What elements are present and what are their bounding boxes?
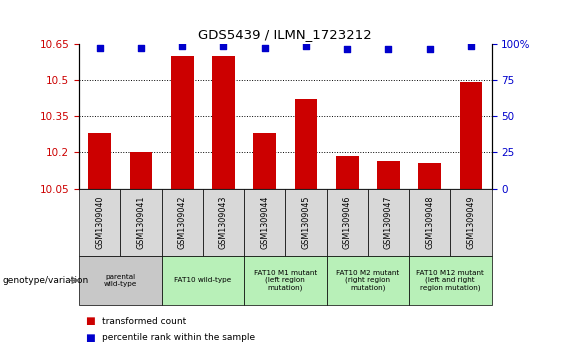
Point bbox=[260, 45, 270, 51]
Text: percentile rank within the sample: percentile rank within the sample bbox=[102, 333, 255, 342]
Text: GSM1309043: GSM1309043 bbox=[219, 196, 228, 249]
Bar bbox=[377, 161, 400, 189]
Text: GSM1309046: GSM1309046 bbox=[343, 196, 351, 249]
Text: genotype/variation: genotype/variation bbox=[3, 276, 89, 285]
Text: GSM1309044: GSM1309044 bbox=[260, 196, 269, 249]
Text: GSM1309045: GSM1309045 bbox=[302, 196, 310, 249]
Point bbox=[467, 44, 476, 49]
Title: GDS5439 / ILMN_1723212: GDS5439 / ILMN_1723212 bbox=[198, 28, 372, 41]
Text: FAT10 M12 mutant
(left and right
region mutation): FAT10 M12 mutant (left and right region … bbox=[416, 270, 484, 291]
Point bbox=[425, 46, 434, 52]
Point bbox=[342, 46, 351, 52]
Text: ■: ■ bbox=[85, 333, 94, 343]
Bar bbox=[294, 99, 318, 189]
Text: FAT10 M2 mutant
(right region
mutation): FAT10 M2 mutant (right region mutation) bbox=[336, 270, 399, 291]
Point bbox=[384, 46, 393, 52]
Point bbox=[178, 44, 187, 49]
Bar bbox=[418, 163, 441, 189]
Bar bbox=[171, 56, 194, 189]
Text: FAT10 wild-type: FAT10 wild-type bbox=[174, 277, 232, 284]
Point bbox=[95, 45, 105, 51]
Point bbox=[137, 45, 146, 51]
Bar bbox=[459, 82, 483, 189]
Bar bbox=[336, 156, 359, 189]
Bar bbox=[129, 152, 153, 189]
Bar bbox=[212, 56, 235, 189]
Text: GSM1309040: GSM1309040 bbox=[95, 196, 104, 249]
Text: transformed count: transformed count bbox=[102, 317, 186, 326]
Text: GSM1309047: GSM1309047 bbox=[384, 196, 393, 249]
Point bbox=[302, 44, 311, 49]
Text: ■: ■ bbox=[85, 316, 94, 326]
Point bbox=[219, 44, 228, 49]
Text: GSM1309042: GSM1309042 bbox=[178, 196, 186, 249]
Text: FAT10 M1 mutant
(left region
mutation): FAT10 M1 mutant (left region mutation) bbox=[254, 270, 317, 291]
Bar bbox=[253, 133, 276, 189]
Bar bbox=[88, 133, 111, 189]
Text: GSM1309048: GSM1309048 bbox=[425, 196, 434, 249]
Text: parental
wild-type: parental wild-type bbox=[103, 274, 137, 287]
Text: GSM1309049: GSM1309049 bbox=[467, 196, 475, 249]
Text: GSM1309041: GSM1309041 bbox=[137, 196, 145, 249]
